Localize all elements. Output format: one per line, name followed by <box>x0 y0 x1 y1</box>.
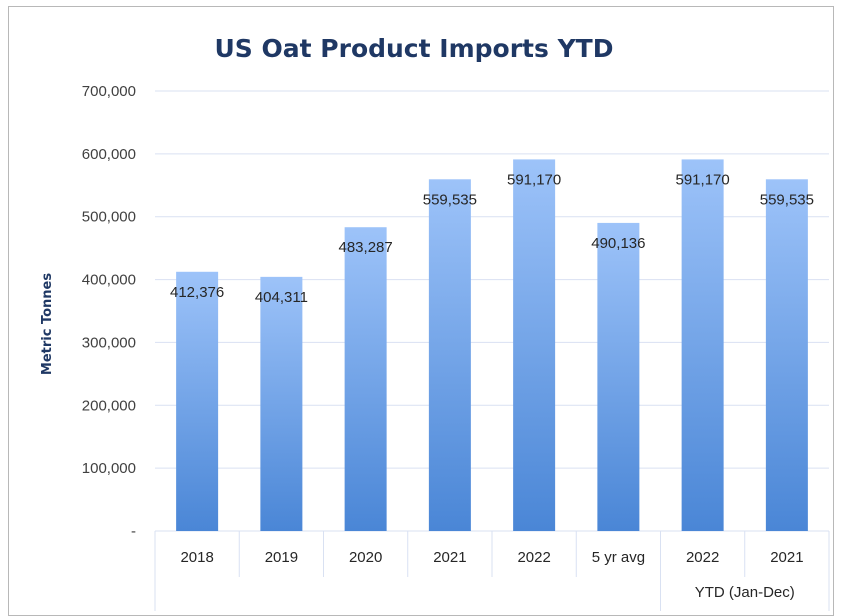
bar <box>681 159 724 532</box>
bar <box>428 179 471 531</box>
x-tick-label: 2022 <box>686 549 719 566</box>
x-tick-label: 2022 <box>517 549 550 566</box>
y-tick-label: 500,000 <box>82 209 136 226</box>
x-tick-label: 2021 <box>770 549 803 566</box>
x-tick-label: 2021 <box>433 549 466 566</box>
data-label: 559,535 <box>423 191 477 208</box>
x-tick-label: 2018 <box>180 549 213 566</box>
chart-title: US Oat Product Imports YTD <box>215 34 614 63</box>
y-tick-label: 700,000 <box>82 83 136 100</box>
data-label: 483,287 <box>339 239 393 256</box>
bars <box>176 159 808 532</box>
group-label-ytd: YTD (Jan-Dec) <box>695 584 795 601</box>
data-label: 591,170 <box>676 171 730 188</box>
y-tick-label: 300,000 <box>82 334 136 351</box>
bar <box>176 271 219 531</box>
x-tick-label: 5 yr avg <box>592 549 645 566</box>
data-label: 412,376 <box>170 284 224 301</box>
y-tick-label: 400,000 <box>82 272 136 289</box>
chart-frame: US Oat Product Imports YTD Metric Tonnes… <box>8 6 834 616</box>
x-tick-label: 2019 <box>265 549 298 566</box>
bar <box>344 227 387 531</box>
bar <box>765 179 808 531</box>
y-axis-label: Metric Tonnes <box>40 273 55 375</box>
bar <box>260 276 303 531</box>
bar-chart: US Oat Product Imports YTD Metric Tonnes… <box>40 34 830 611</box>
data-label: 490,136 <box>591 235 645 252</box>
data-label: 404,311 <box>255 289 308 306</box>
y-tick-label: 600,000 <box>82 146 136 163</box>
y-tick-label: 100,000 <box>82 460 136 477</box>
data-label: 559,535 <box>760 191 814 208</box>
axes: - 100,000 200,000 300,000 400,000 500,000 600,… <box>82 83 830 611</box>
gridlines <box>155 90 829 532</box>
bar <box>513 159 556 532</box>
x-tick-label: 2020 <box>349 549 382 566</box>
y-tick-label: 200,000 <box>82 397 136 414</box>
bar <box>597 222 640 531</box>
y-tick-label: - <box>131 523 136 540</box>
data-labels: 412,376 404,311 483,287 559,535 591,170 490,1… <box>170 171 814 305</box>
data-label: 591,170 <box>507 171 561 188</box>
